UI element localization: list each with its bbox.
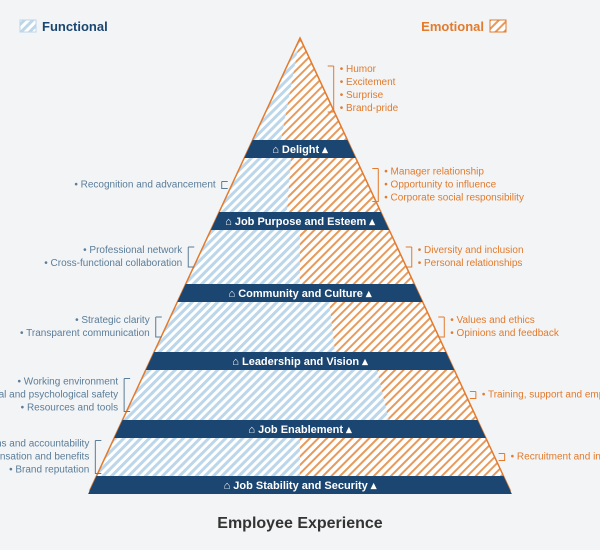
bullet-item: • Role expectations and accountability [0,439,89,450]
bullet-item: • Strategic clarity [75,315,150,326]
emotional-bullets: • Manager relationship • Opportunity to i… [372,167,524,204]
emotional-bullets: • Recruitment and induction process [499,452,600,463]
functional-slice [123,370,389,420]
emotional-slice [287,158,381,212]
bullet-item: • Physical and psychological safety [0,390,118,401]
bullet-item: • Resources and tools [21,403,118,414]
bullet-item: • Recruitment and induction process [511,452,600,463]
emotional-slice [377,370,477,420]
legend: Functional Emotional [20,19,506,34]
functional-bullets: • Recognition and advancement [74,180,227,191]
bullet-item: • Brand-pride [340,103,399,114]
bullet-item: • Opportunity to influence [384,180,496,191]
bullet-item: • Brand reputation [9,465,89,476]
emotional-slice [300,230,414,284]
bullet-item: • Compensation and benefits [0,452,89,463]
bullet-item: • Professional network [83,245,183,256]
level-label: ⌂ Leadership and Vision ▴ [232,356,368,368]
emotional-bullets: • Values and ethics • Opinions and feedba… [438,315,560,339]
functional-bullets: • Strategic clarity • Transparent communi… [20,315,162,339]
bullet-item: • Transparent communication [20,328,150,339]
bullet-item: • Humor [340,64,377,75]
functional-slice [186,230,300,284]
bullet-item: • Working environment [18,377,119,388]
bullet-item: • Opinions and feedback [450,328,560,339]
emotional-bullets: • Humor • Excitement • Surprise • Brand-pri… [328,64,399,114]
employee-experience-pyramid: Functional Emotional ⌂ Delight ▴ • Humor • E… [0,0,600,550]
emotional-slice [281,38,347,140]
level-label: ⌂ Delight ▴ [272,144,328,156]
bullet-item: • Excitement [340,77,396,88]
level-label: ⌂ Job Purpose and Esteem ▴ [225,216,375,228]
bullet-item: • Manager relationship [384,167,484,178]
level-label: ⌂ Job Stability and Security ▴ [224,480,377,492]
level-label: ⌂ Community and Culture ▴ [229,288,372,300]
diagram-title: Employee Experience [217,515,383,532]
bullet-item: • Values and ethics [450,315,534,326]
emotional-slice [329,302,445,352]
level-label: ⌂ Job Enablement ▴ [248,424,352,436]
functional-bullets: • Working environment • Physical and psyc… [0,377,130,414]
bullet-item: • Personal relationships [418,258,523,269]
emotional-bullets: • Diversity and inclusion • Personal rela… [406,245,524,269]
emotional-slice [300,438,503,476]
bullet-item: • Surprise [340,90,384,101]
bullet-item: • Cross-functional collaboration [44,258,182,269]
functional-slice [219,158,291,212]
functional-slice [154,302,335,352]
bullet-item: • Training, support and empathy [482,390,600,401]
functional-bullets: • Professional network • Cross-functional… [44,245,194,269]
legend-emotional-label: Emotional [421,19,484,34]
bullet-item: • Diversity and inclusion [418,245,524,256]
functional-bullets: • Role expectations and accountability • … [0,439,101,476]
emotional-bullets: • Training, support and empathy [470,390,600,401]
functional-slice [97,438,300,476]
bullet-item: • Recognition and advancement [74,180,216,191]
legend-functional-label: Functional [42,19,108,34]
bullet-item: • Corporate social responsibility [384,193,524,204]
